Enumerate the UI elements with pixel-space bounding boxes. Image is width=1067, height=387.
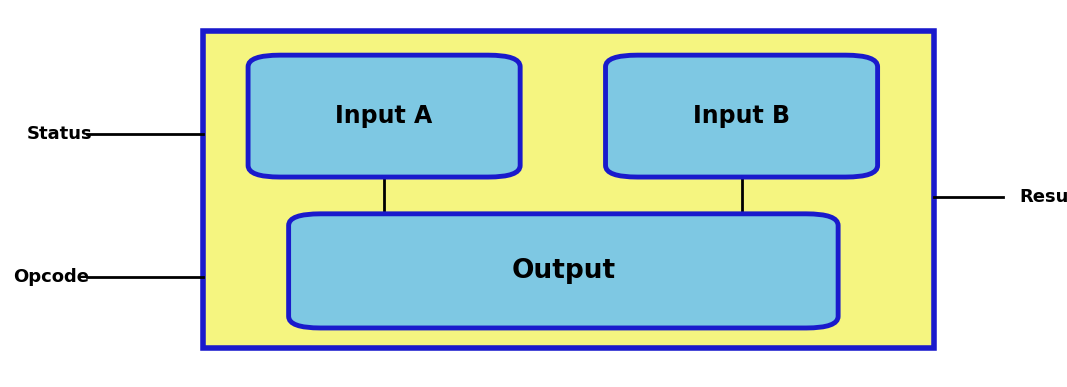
FancyBboxPatch shape <box>203 31 934 348</box>
Text: Output: Output <box>511 258 616 284</box>
Text: Status: Status <box>27 125 93 142</box>
FancyBboxPatch shape <box>605 55 877 177</box>
Text: Input B: Input B <box>694 104 790 128</box>
FancyBboxPatch shape <box>288 214 839 328</box>
Text: Result: Result <box>1019 188 1067 206</box>
FancyBboxPatch shape <box>248 55 520 177</box>
Text: Input A: Input A <box>335 104 433 128</box>
Text: Opcode: Opcode <box>13 268 89 286</box>
